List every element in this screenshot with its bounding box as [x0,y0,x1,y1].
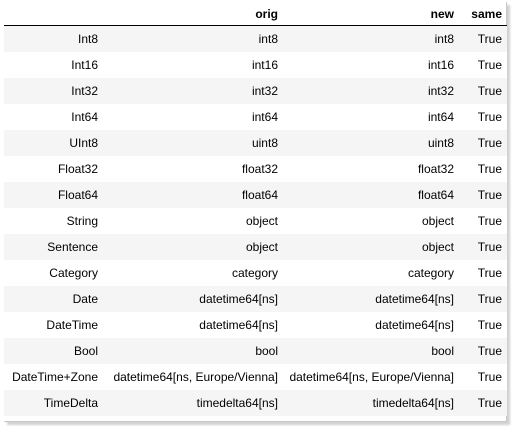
orig-cell: int8 [103,25,283,52]
same-cell: True [459,338,507,364]
row-index-cell: Sentence [4,234,103,260]
table-row: Float64 float64 float64 True [4,182,507,208]
new-cell: int32 [283,78,459,104]
new-cell: int16 [283,52,459,78]
table-row: Float32 float32 float32 True [4,156,507,182]
new-cell: datetime64[ns] [283,286,459,312]
same-cell: True [459,260,507,286]
new-cell: float32 [283,156,459,182]
orig-cell: float32 [103,156,283,182]
orig-cell: datetime64[ns] [103,312,283,338]
same-cell: True [459,156,507,182]
table-header: orig new same [4,2,507,26]
table-row: DateTime+Zone datetime64[ns, Europe/Vienn… [4,364,507,390]
row-index-cell: Int8 [4,25,103,52]
new-cell: category [283,260,459,286]
same-cell: True [459,52,507,78]
header-row: orig new same [4,2,507,26]
table-row: String object object True [4,208,507,234]
orig-cell: category [103,260,283,286]
table-row: Int8 int8 int8 True [4,25,507,52]
new-cell: uint8 [283,130,459,156]
same-cell: True [459,312,507,338]
orig-cell: datetime64[ns] [103,286,283,312]
row-index-cell: DateTime [4,312,103,338]
orig-cell: float64 [103,182,283,208]
same-cell: True [459,25,507,52]
table-body: Int8 int8 int8 True Int16 int16 int16 True Int32… [4,25,507,416]
new-cell: datetime64[ns, Europe/Vienna] [283,364,459,390]
dataframe-output: orig new same Int8 int8 int8 True Int16 int16… [4,2,507,422]
orig-cell: int64 [103,104,283,130]
same-cell: True [459,104,507,130]
same-cell: True [459,78,507,104]
same-header: same [459,2,507,26]
dtype-comparison-table: orig new same Int8 int8 int8 True Int16 int16… [4,2,507,416]
new-cell: bool [283,338,459,364]
new-cell: int8 [283,25,459,52]
orig-cell: datetime64[ns, Europe/Vienna] [103,364,283,390]
row-index-cell: TimeDelta [4,390,103,416]
orig-cell: bool [103,338,283,364]
new-cell: object [283,234,459,260]
row-index-cell: Category [4,260,103,286]
row-index-cell: Int16 [4,52,103,78]
table-row: Date datetime64[ns] datetime64[ns] True [4,286,507,312]
orig-cell: int16 [103,52,283,78]
table-row: TimeDelta timedelta64[ns] timedelta64[ns] T… [4,390,507,416]
new-cell: float64 [283,182,459,208]
new-cell: datetime64[ns] [283,312,459,338]
row-index-cell: UInt8 [4,130,103,156]
table-row: DateTime datetime64[ns] datetime64[ns] True [4,312,507,338]
orig-cell: uint8 [103,130,283,156]
orig-cell: object [103,208,283,234]
new-cell: timedelta64[ns] [283,390,459,416]
row-index-cell: Int32 [4,78,103,104]
table-row: UInt8 uint8 uint8 True [4,130,507,156]
index-header [4,2,103,26]
table-row: Int32 int32 int32 True [4,78,507,104]
new-cell: int64 [283,104,459,130]
new-header: new [283,2,459,26]
row-index-cell: Float32 [4,156,103,182]
same-cell: True [459,182,507,208]
orig-header: orig [103,2,283,26]
same-cell: True [459,390,507,416]
table-row: Bool bool bool True [4,338,507,364]
orig-cell: object [103,234,283,260]
new-cell: object [283,208,459,234]
row-index-cell: Date [4,286,103,312]
row-index-cell: Bool [4,338,103,364]
row-index-cell: String [4,208,103,234]
table-row: Int16 int16 int16 True [4,52,507,78]
row-index-cell: Int64 [4,104,103,130]
same-cell: True [459,130,507,156]
table-row: Int64 int64 int64 True [4,104,507,130]
orig-cell: timedelta64[ns] [103,390,283,416]
same-cell: True [459,208,507,234]
same-cell: True [459,234,507,260]
row-index-cell: Float64 [4,182,103,208]
table-row: Category category category True [4,260,507,286]
same-cell: True [459,364,507,390]
same-cell: True [459,286,507,312]
row-index-cell: DateTime+Zone [4,364,103,390]
orig-cell: int32 [103,78,283,104]
table-row: Sentence object object True [4,234,507,260]
